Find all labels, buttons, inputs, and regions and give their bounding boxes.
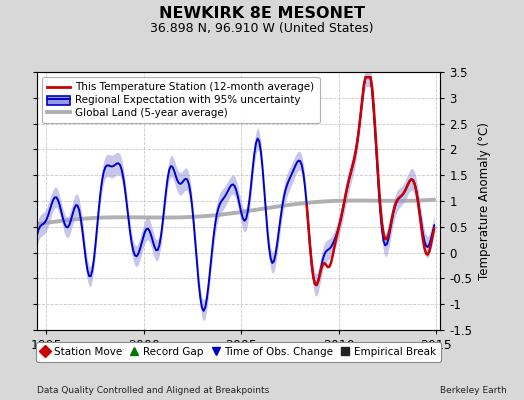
Legend: This Temperature Station (12-month average), Regional Expectation with 95% uncer: This Temperature Station (12-month avera… [42, 77, 320, 123]
Text: Data Quality Controlled and Aligned at Breakpoints: Data Quality Controlled and Aligned at B… [37, 386, 269, 395]
Text: NEWKIRK 8E MESONET: NEWKIRK 8E MESONET [159, 6, 365, 21]
Y-axis label: Temperature Anomaly (°C): Temperature Anomaly (°C) [478, 122, 491, 280]
Text: 36.898 N, 96.910 W (United States): 36.898 N, 96.910 W (United States) [150, 22, 374, 35]
Text: Berkeley Earth: Berkeley Earth [440, 386, 507, 395]
Legend: Station Move, Record Gap, Time of Obs. Change, Empirical Break: Station Move, Record Gap, Time of Obs. C… [36, 342, 441, 362]
